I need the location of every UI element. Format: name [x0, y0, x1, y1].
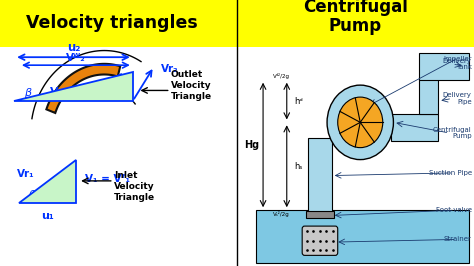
Text: u₂: u₂ — [67, 41, 80, 54]
Text: Outlet
Velocity
Triangle: Outlet Velocity Triangle — [171, 69, 212, 101]
Text: α: α — [59, 189, 66, 200]
Text: Delivery
Tank: Delivery Tank — [443, 58, 472, 70]
Text: Centrifugal
Pump: Centrifugal Pump — [303, 0, 408, 35]
Text: Centrifugal
Pump: Centrifugal Pump — [433, 127, 472, 139]
Text: Vr₂: Vr₂ — [161, 64, 179, 74]
Text: u₁: u₁ — [41, 211, 54, 222]
Polygon shape — [46, 64, 120, 113]
Bar — [419, 77, 438, 114]
Circle shape — [337, 97, 383, 148]
Text: hₛ: hₛ — [294, 162, 303, 171]
Text: Vᵂ₂: Vᵂ₂ — [66, 52, 86, 63]
Text: Φ: Φ — [115, 73, 124, 84]
Text: Vᶠ₂: Vᶠ₂ — [114, 81, 130, 92]
Polygon shape — [14, 72, 133, 101]
FancyBboxPatch shape — [302, 226, 337, 255]
Bar — [0, 47, 237, 266]
Text: Vr₁: Vr₁ — [17, 169, 35, 179]
Text: Vₛ²/2g: Vₛ²/2g — [273, 211, 289, 217]
Text: Delivery
Pipe: Delivery Pipe — [443, 92, 472, 105]
Text: Velocity triangles: Velocity triangles — [26, 14, 197, 32]
Text: Suction Pipe: Suction Pipe — [428, 170, 472, 176]
Text: Impeller: Impeller — [443, 56, 472, 61]
Text: Vᵈ²/2g: Vᵈ²/2g — [273, 73, 290, 79]
Text: Strainer: Strainer — [444, 236, 472, 242]
Text: V₂: V₂ — [50, 87, 64, 97]
Bar — [256, 210, 469, 263]
Bar — [391, 114, 438, 141]
Text: hᵈ: hᵈ — [294, 97, 303, 106]
Text: θ: θ — [28, 189, 36, 200]
Text: V₁ = Vᶠ₁: V₁ = Vᶠ₁ — [85, 174, 130, 184]
Polygon shape — [19, 160, 76, 203]
Text: Hg: Hg — [244, 140, 259, 150]
Bar — [306, 211, 334, 218]
Circle shape — [327, 85, 393, 160]
Text: Foot valve: Foot valve — [436, 207, 472, 213]
Bar — [419, 53, 469, 80]
Text: Inlet
Velocity
Triangle: Inlet Velocity Triangle — [114, 171, 155, 202]
Bar — [308, 138, 332, 213]
Text: β: β — [24, 88, 31, 98]
Bar — [237, 47, 474, 266]
